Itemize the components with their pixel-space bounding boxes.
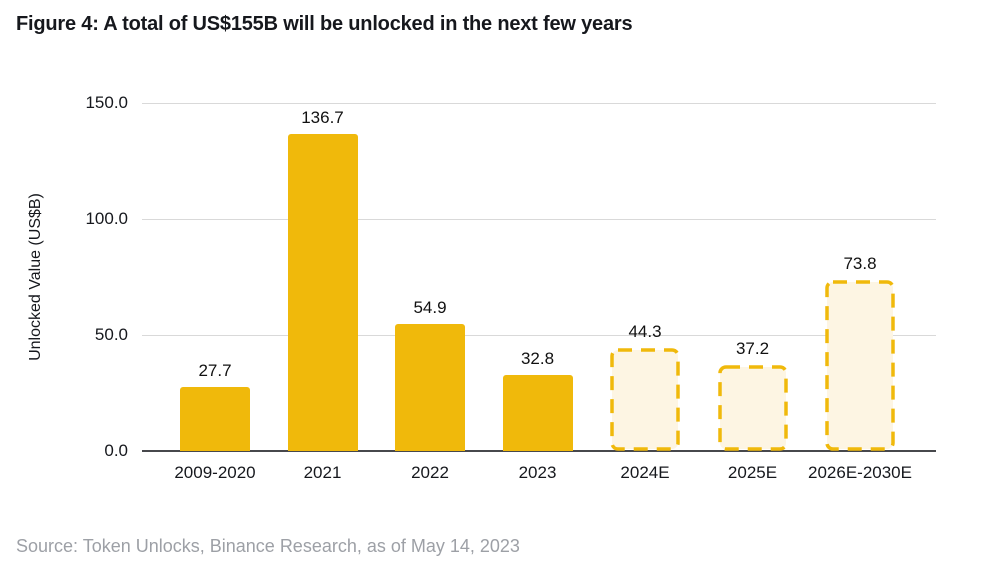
x-axis-label: 2022	[411, 463, 449, 482]
bar-value-label: 37.2	[735, 338, 770, 358]
gridline-150.0	[142, 103, 936, 104]
y-tick-label: 50.0	[94, 325, 128, 344]
bar-2022	[395, 323, 465, 451]
x-axis-label: 2009-2020	[174, 463, 256, 482]
bar-2026E-2030E	[825, 280, 895, 451]
bar-value-label: 27.7	[198, 360, 232, 380]
y-tick-label: 0.0	[104, 441, 128, 460]
bar-value-label: 44.3	[628, 322, 662, 342]
bar-2024E	[610, 348, 680, 451]
source-note: Source: Token Unlocks, Binance Research,…	[16, 536, 520, 556]
bar-chart: Unlocked Value (US$B) 27.7 2009-2020 136.7…	[14, 93, 936, 482]
x-axis-label: 2024E	[620, 463, 670, 482]
y-axis-title-wrap: Unlocked Value (US$B)	[14, 103, 58, 451]
x-axis-line	[142, 450, 936, 452]
figure-title: Figure 4: A total of US$155B will be unl…	[16, 13, 633, 35]
plot-area: 27.7 2009-2020 136.7 2021 54.9 2022 32.8 2023 44…	[142, 103, 936, 482]
y-tick-label: 100.0	[85, 209, 128, 228]
bar-value-label: 32.8	[520, 348, 555, 368]
x-axis-label: 2021	[303, 463, 342, 482]
bar-value-label: 136.7	[301, 107, 344, 127]
bar-2009-2020	[180, 386, 250, 451]
bar-2021	[287, 133, 358, 451]
bar-2025E	[717, 364, 788, 451]
x-axis-label: 2026E-2030E	[808, 463, 912, 482]
x-axis-label: 2023	[518, 463, 557, 482]
bar-value-label: 73.8	[843, 253, 877, 273]
bar-2023	[502, 374, 573, 451]
gridline-50.0	[142, 335, 936, 336]
gridline-100.0	[142, 219, 936, 220]
bar-value-label: 54.9	[413, 297, 447, 317]
x-axis-label: 2025E	[727, 463, 778, 482]
y-tick-label: 150.0	[85, 93, 128, 112]
